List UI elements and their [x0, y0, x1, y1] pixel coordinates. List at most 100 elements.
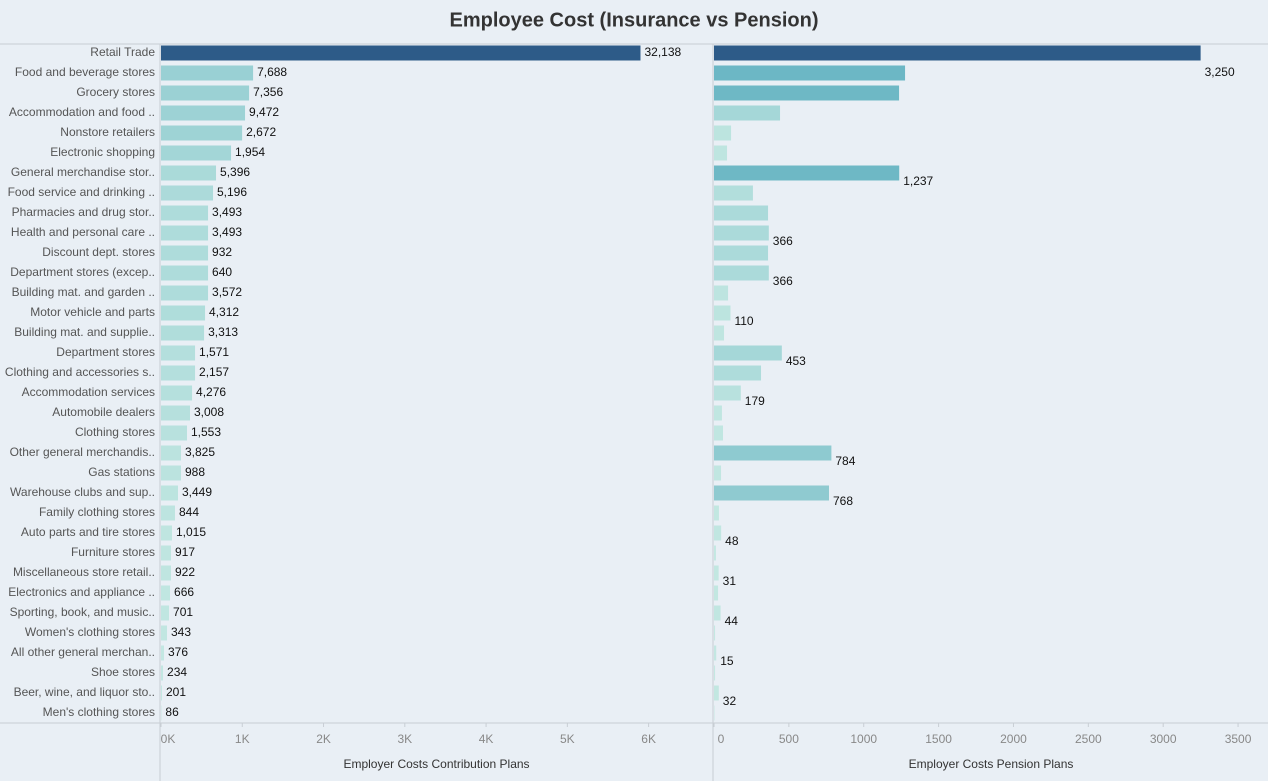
bar [161, 65, 254, 81]
bar [161, 305, 206, 321]
bar-label: 640 [212, 265, 232, 279]
value-label: 784 [835, 454, 855, 468]
bar [714, 585, 719, 601]
bar [161, 225, 209, 241]
category-label: All other general merchan.. [11, 645, 155, 659]
bar [161, 505, 175, 521]
value-label: 453 [786, 354, 806, 368]
category-label: Beer, wine, and liquor sto.. [14, 685, 155, 699]
category-label: Clothing stores [75, 425, 155, 439]
bar-label: 234 [167, 665, 187, 679]
bar-label: 4,312 [209, 305, 239, 319]
bar-label: 3,493 [212, 225, 242, 239]
category-label: Shoe stores [91, 665, 155, 679]
category-label: Electronics and appliance .. [8, 585, 155, 599]
bar [161, 85, 250, 101]
bar-label: 5,196 [217, 185, 247, 199]
bar-label: 1,571 [199, 345, 229, 359]
x-tick-label: 1000 [850, 732, 877, 746]
x-tick-label: 3500 [1225, 732, 1252, 746]
bar [161, 205, 209, 221]
category-label: Automobile dealers [52, 405, 155, 419]
bar [714, 65, 906, 81]
bar-label: 343 [171, 625, 191, 639]
bar [161, 565, 171, 581]
bar-label: 2,157 [199, 365, 229, 379]
category-label: Warehouse clubs and sup.. [10, 485, 155, 499]
bar-label: 3,825 [185, 445, 215, 459]
bar-label: 666 [174, 585, 194, 599]
category-label: Building mat. and supplie.. [14, 325, 155, 339]
value-label: 179 [745, 394, 765, 408]
bar [714, 665, 716, 681]
bar-label: 3,493 [212, 205, 242, 219]
x-tick-label: 0 [718, 732, 725, 746]
bar [161, 625, 168, 641]
bar [161, 105, 246, 121]
bar-label: 7,356 [253, 85, 283, 99]
bar [161, 265, 209, 281]
bar [714, 285, 729, 301]
bar [714, 205, 769, 221]
bar [161, 485, 178, 501]
bar [714, 265, 769, 281]
category-label: Retail Trade [90, 45, 155, 59]
value-label: 15 [720, 654, 734, 668]
bar [714, 625, 716, 641]
bar [714, 105, 781, 121]
bar [714, 505, 719, 521]
value-label: 32 [723, 694, 737, 708]
category-label: Motor vehicle and parts [30, 305, 155, 319]
bar [161, 425, 188, 441]
bar-label: 9,472 [249, 105, 279, 119]
category-label: Men's clothing stores [43, 705, 155, 719]
x-tick-label: 1K [235, 732, 250, 746]
bar-label: 3,572 [212, 285, 242, 299]
category-label: Women's clothing stores [25, 625, 155, 639]
bar [161, 325, 205, 341]
bar [161, 125, 243, 141]
bar-label: 1,954 [235, 145, 265, 159]
value-label: 31 [723, 574, 737, 588]
category-label: Clothing and accessories s.. [5, 365, 155, 379]
bar-label: 5,396 [220, 165, 250, 179]
bar [161, 45, 641, 61]
bar-label: 7,688 [257, 65, 287, 79]
bar-label: 2,672 [246, 125, 276, 139]
value-label: 48 [725, 534, 739, 548]
x-axis-title: Employer Costs Pension Plans [909, 757, 1074, 771]
category-label: Family clothing stores [39, 505, 155, 519]
x-tick-label: 2K [316, 732, 331, 746]
bar [714, 365, 762, 381]
bar [161, 645, 165, 661]
bar [714, 685, 719, 701]
bar-label: 376 [168, 645, 188, 659]
bar [161, 245, 209, 261]
category-label: Grocery stores [76, 85, 155, 99]
title: Employee Cost (Insurance vs Pension) [450, 9, 819, 31]
x-tick-label: 4K [479, 732, 494, 746]
bar-label: 3,449 [182, 485, 212, 499]
x-tick-label: 2000 [1000, 732, 1027, 746]
x-tick-label: 5K [560, 732, 575, 746]
bar [714, 605, 721, 621]
value-label: 110 [734, 314, 753, 328]
category-label: Accommodation and food .. [9, 105, 155, 119]
bar [714, 405, 722, 421]
bar [714, 145, 728, 161]
bar-label: 1,015 [176, 525, 206, 539]
bar [161, 525, 172, 541]
bar [714, 445, 832, 461]
category-label: Discount dept. stores [42, 245, 155, 259]
bar [161, 345, 196, 361]
bar-label: 932 [212, 245, 232, 259]
bar [714, 325, 725, 341]
x-tick-label: 500 [779, 732, 799, 746]
category-label: Health and personal care .. [11, 225, 155, 239]
bar [714, 85, 900, 101]
bar [714, 425, 723, 441]
category-label: Gas stations [88, 465, 155, 479]
bar [714, 185, 753, 201]
bar [714, 565, 719, 581]
bar [714, 125, 732, 141]
